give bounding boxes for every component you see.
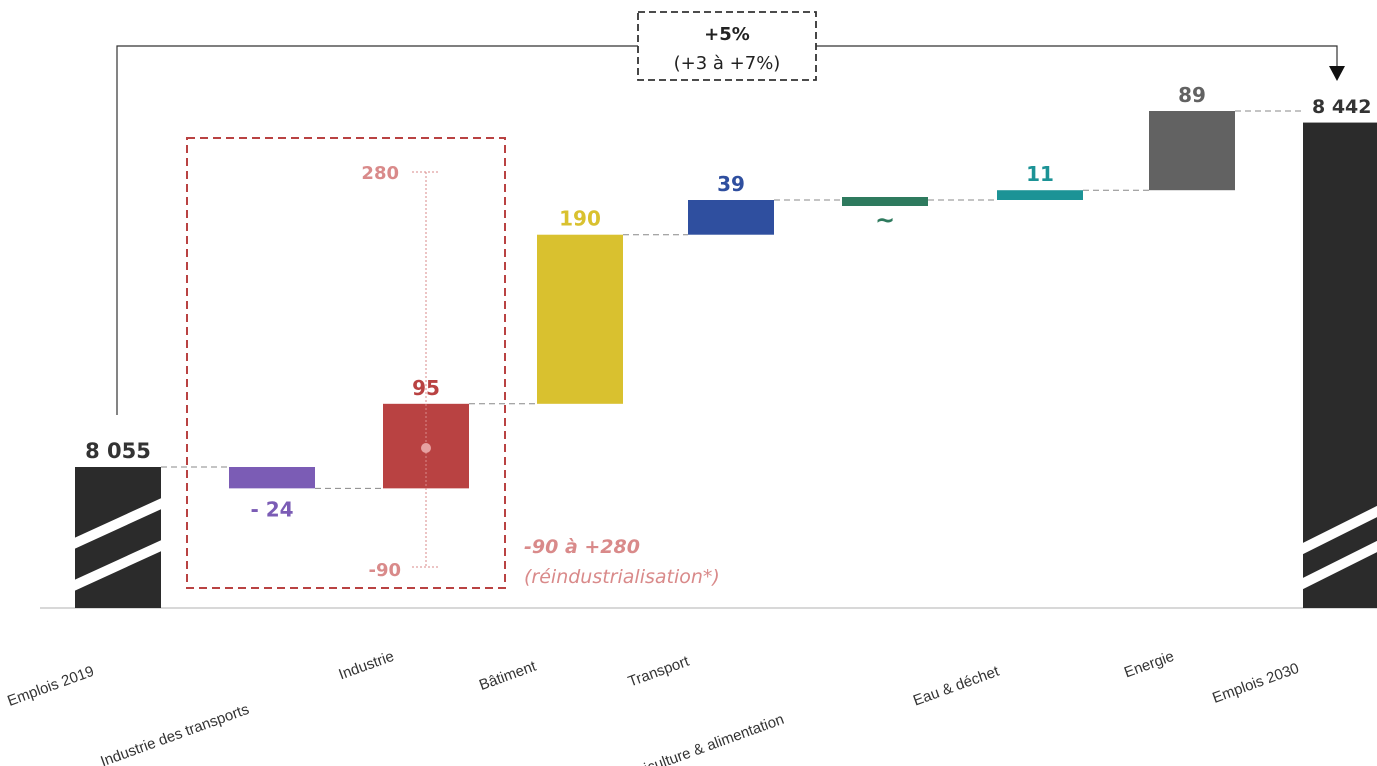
label-emplois-2030: 8 442	[1312, 96, 1372, 118]
value-label-4: 39	[717, 172, 745, 196]
label-emplois-2019: 8 055	[85, 439, 151, 463]
category-label-2: Industrie des transports	[98, 701, 251, 766]
total-change-box	[637, 11, 817, 81]
category-label-8: Energie	[1122, 648, 1176, 682]
category-label-5: Transport	[626, 653, 692, 691]
bar-agriculture-alimentation	[842, 197, 928, 206]
bar-transport	[688, 200, 774, 235]
value-label-5: ~	[875, 206, 895, 234]
category-label-6: Agriculture & alimentation	[620, 711, 786, 766]
total-change-arrow-icon	[1329, 66, 1345, 81]
reindustrialisation-note: (réindustrialisation*)	[524, 566, 720, 588]
industrie-range-whisker	[412, 171, 440, 568]
total-change-range: (+3 à +7%)	[674, 53, 781, 74]
value-label-3: 190	[559, 207, 601, 231]
category-label-9: Emplois 2030	[1210, 660, 1301, 707]
value-label-2: 95	[412, 376, 440, 400]
category-label-3: Industrie	[336, 648, 396, 684]
total-change-percent: +5%	[704, 24, 750, 45]
bar-emplois-2019	[75, 467, 161, 608]
value-label-6: 11	[1026, 162, 1054, 186]
bar-eau-d-chet	[997, 190, 1083, 200]
category-label-7: Eau & déchet	[911, 663, 1002, 710]
bar-emplois-2030	[1303, 122, 1377, 608]
industrie-focus-box	[186, 137, 506, 589]
industrie-range-low: -90	[368, 560, 401, 581]
category-label-1: Emplois 2019	[5, 663, 96, 710]
total-change-connector-right	[816, 45, 1338, 68]
value-label-1: - 24	[250, 497, 293, 521]
reindustrialisation-range: -90 à +280	[524, 536, 640, 558]
total-change-connector	[116, 45, 638, 415]
bar-industrie-des-transports	[229, 467, 315, 489]
bar-b-timent	[537, 234, 623, 404]
value-label-7: 89	[1178, 83, 1206, 107]
bar-energie	[1149, 111, 1235, 191]
category-label-4: Bâtiment	[477, 658, 539, 695]
industrie-range-high: 280	[361, 163, 399, 184]
